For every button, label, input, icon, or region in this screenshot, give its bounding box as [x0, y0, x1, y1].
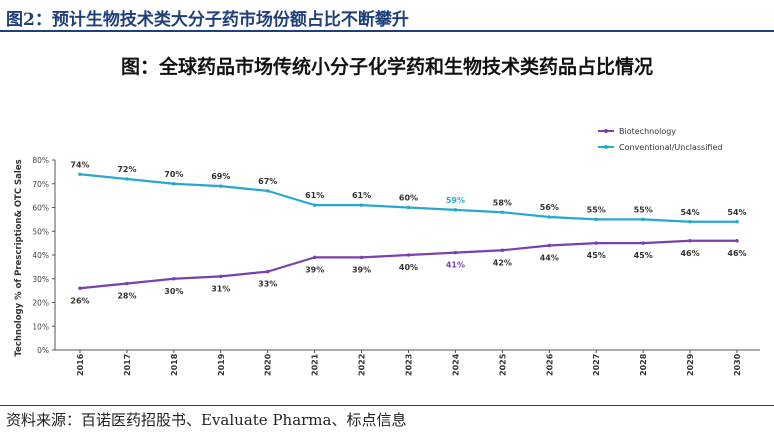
- data-label: 55%: [587, 205, 606, 214]
- data-point: [78, 172, 82, 177]
- x-tick-label: 2026: [545, 353, 554, 376]
- data-point: [218, 274, 223, 279]
- data-point: [594, 217, 599, 222]
- data-point: [172, 181, 176, 186]
- data-label: 69%: [211, 172, 230, 181]
- data-point: [125, 281, 129, 286]
- data-label: 46%: [680, 249, 699, 258]
- data-label: 59%: [446, 196, 465, 205]
- data-label: 41%: [446, 261, 465, 270]
- legend-marker: [604, 129, 608, 133]
- data-label: 44%: [540, 254, 559, 263]
- data-point: [359, 203, 364, 207]
- data-point: [453, 250, 458, 255]
- data-label: 54%: [727, 208, 746, 217]
- x-tick-label: 2019: [217, 353, 226, 376]
- data-point: [125, 177, 129, 181]
- data-label: 72%: [117, 165, 136, 174]
- x-tick-label: 2023: [405, 354, 414, 376]
- y-tick-label: 80%: [32, 156, 49, 165]
- data-label: 39%: [305, 265, 324, 274]
- x-tick-label: 2027: [592, 354, 601, 376]
- x-tick-label: 2020: [264, 353, 273, 376]
- line-chart: Technology % of Prescription& OTC Sales 0…: [14, 127, 760, 376]
- data-point: [735, 219, 739, 224]
- source-note: 资料来源：百诺医药招股书、Evaluate Pharma、标点信息: [6, 411, 407, 429]
- data-label: 67%: [258, 177, 277, 186]
- data-point: [735, 238, 739, 243]
- header-divider: [0, 30, 774, 32]
- y-tick-label: 50%: [32, 227, 49, 236]
- y-tick-label: 20%: [32, 299, 49, 308]
- x-tick-label: 2025: [498, 353, 507, 376]
- data-label: 58%: [493, 198, 512, 207]
- x-tick-label: 2028: [639, 353, 648, 376]
- data-point: [312, 203, 317, 207]
- data-label: 61%: [305, 191, 324, 200]
- chart-title: 图：全球药品市场传统小分子化学药和生物技术类药品占比情况: [120, 56, 653, 78]
- data-label: 56%: [540, 203, 559, 212]
- y-tick-label: 60%: [32, 204, 49, 213]
- x-tick-label: 2024: [451, 353, 460, 376]
- x-tick-label: 2030: [733, 353, 742, 376]
- data-point: [312, 255, 317, 260]
- figure-caption: 图2：预计生物技术类大分子药市场份额占比不断攀升: [6, 10, 409, 30]
- legend-label: Conventional/Unclassified: [619, 143, 722, 152]
- data-label: 46%: [727, 249, 746, 258]
- data-point: [406, 253, 411, 257]
- data-label: 45%: [587, 251, 606, 260]
- report-header: 图2：预计生物技术类大分子药市场份额占比不断攀升: [0, 0, 774, 30]
- data-label: 42%: [493, 258, 512, 267]
- data-label: 55%: [634, 205, 653, 214]
- data-label: 40%: [399, 263, 418, 272]
- footer-divider: [0, 405, 774, 406]
- x-tick-label: 2022: [358, 354, 367, 376]
- data-label: 61%: [352, 191, 371, 200]
- data-point: [406, 205, 411, 210]
- data-label: 39%: [352, 265, 371, 274]
- data-label: 26%: [70, 296, 89, 305]
- data-point: [265, 189, 270, 193]
- x-tick-label: 2029: [686, 353, 695, 376]
- legend-label: Biotechnology: [619, 127, 676, 136]
- data-label: 70%: [164, 170, 183, 179]
- x-tick-label: 2017: [123, 354, 132, 376]
- y-tick-label: 40%: [32, 251, 49, 260]
- data-point: [218, 184, 223, 188]
- data-label: 31%: [211, 284, 230, 293]
- data-label: 45%: [634, 251, 653, 260]
- x-tick-label: 2016: [76, 353, 85, 376]
- legend-marker: [604, 145, 608, 149]
- data-point: [78, 286, 82, 291]
- data-point: [453, 208, 458, 212]
- data-point: [547, 215, 552, 219]
- data-point: [641, 217, 645, 222]
- data-label: 74%: [70, 160, 89, 169]
- data-point: [265, 269, 270, 274]
- data-label: 30%: [164, 287, 183, 296]
- data-point: [547, 243, 552, 248]
- data-point: [688, 238, 692, 243]
- y-tick-label: 0%: [37, 346, 49, 355]
- data-label: 54%: [680, 208, 699, 217]
- data-point: [594, 241, 599, 245]
- x-tick-label: 2018: [170, 353, 179, 376]
- y-axis-label: Technology % of Prescription& OTC Sales: [14, 159, 24, 356]
- data-point: [172, 276, 176, 281]
- x-tick-label: 2021: [311, 353, 320, 376]
- y-tick-label: 70%: [32, 180, 49, 189]
- data-point: [500, 248, 505, 253]
- data-label: 33%: [258, 280, 277, 289]
- data-label: 60%: [399, 194, 418, 203]
- data-point: [641, 241, 645, 245]
- data-point: [500, 210, 505, 215]
- data-point: [359, 255, 364, 260]
- y-tick-label: 30%: [32, 275, 49, 284]
- data-label: 28%: [117, 292, 136, 301]
- y-tick-label: 10%: [32, 322, 49, 331]
- data-point: [688, 219, 692, 224]
